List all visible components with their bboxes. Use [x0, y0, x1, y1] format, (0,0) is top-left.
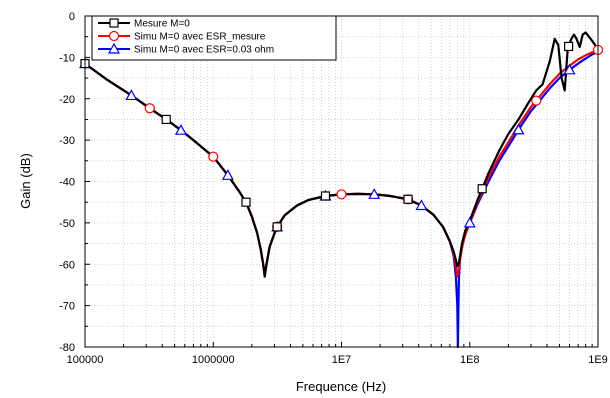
- y-tick-label: -30: [59, 135, 75, 147]
- legend-marker-simu-esr-003: [107, 42, 121, 54]
- data-point-mesure: [161, 114, 171, 125]
- x-axis-label: Frequence (Hz): [296, 379, 386, 394]
- y-axis-label: Gain (dB): [18, 153, 33, 209]
- legend-label-simu-esr-mesure: Simu M=0 avec ESR_mesure: [134, 32, 266, 43]
- data-point-simu-esr-003: [368, 188, 381, 199]
- legend-box: [91, 15, 337, 61]
- data-point-simu-esr-003: [512, 123, 525, 135]
- legend-label-mesure: Mesure M=0: [134, 19, 190, 30]
- data-point-mesure: [272, 222, 282, 232]
- data-point-simu-esr-003: [221, 169, 234, 180]
- data-point-mesure: [241, 197, 251, 207]
- y-tick-label: -20: [59, 94, 75, 106]
- data-point-mesure: [403, 194, 413, 204]
- y-tick-label: -10: [59, 52, 75, 64]
- data-point-mesure: [477, 184, 487, 194]
- legend-marker-simu-esr-mesure: [108, 30, 120, 42]
- data-point-simu-esr-mesure: [208, 151, 219, 162]
- data-point-simu-esr-003: [463, 216, 476, 228]
- ticks-layer: 100000 1000000 1E7 1E8 1E9 0 -10 -20 -30 -40 -50 -6…: [59, 11, 608, 366]
- x-tick-label: 1000000: [192, 354, 235, 366]
- x-tick-label: 1E7: [332, 354, 352, 366]
- x-tick-label: 100000: [67, 354, 104, 366]
- data-point-simu-esr-003: [174, 123, 187, 135]
- data-point-mesure: [320, 191, 331, 201]
- y-tick-label: -60: [59, 259, 75, 271]
- series-layer: [78, 31, 604, 349]
- data-point-simu-esr-mesure: [336, 189, 347, 200]
- y-tick-label: 0: [69, 11, 75, 23]
- y-tick-label: -50: [59, 218, 75, 230]
- data-point-mesure: [564, 41, 574, 52]
- data-point-simu-esr-mesure: [531, 95, 542, 106]
- x-tick-label: 1E8: [460, 354, 480, 366]
- data-point-simu-esr-003: [415, 199, 428, 211]
- legend-label-simu-esr-003: Simu M=0 avec ESR=0.03 ohm: [134, 45, 274, 56]
- y-tick-label: -40: [59, 177, 75, 189]
- data-point-simu-esr-003: [125, 89, 138, 101]
- data-point-simu-esr-003: [563, 63, 576, 75]
- x-tick-label: 1E9: [588, 354, 608, 366]
- legend-marker-mesure: [109, 18, 119, 28]
- data-point-simu-esr-mesure: [144, 103, 155, 114]
- legend: Mesure M=0 Simu M=0 avec ESR_mesure Simu M…: [91, 15, 337, 61]
- y-tick-label: -70: [59, 301, 75, 313]
- grid: [85, 16, 598, 347]
- y-tick-label: -80: [59, 342, 75, 354]
